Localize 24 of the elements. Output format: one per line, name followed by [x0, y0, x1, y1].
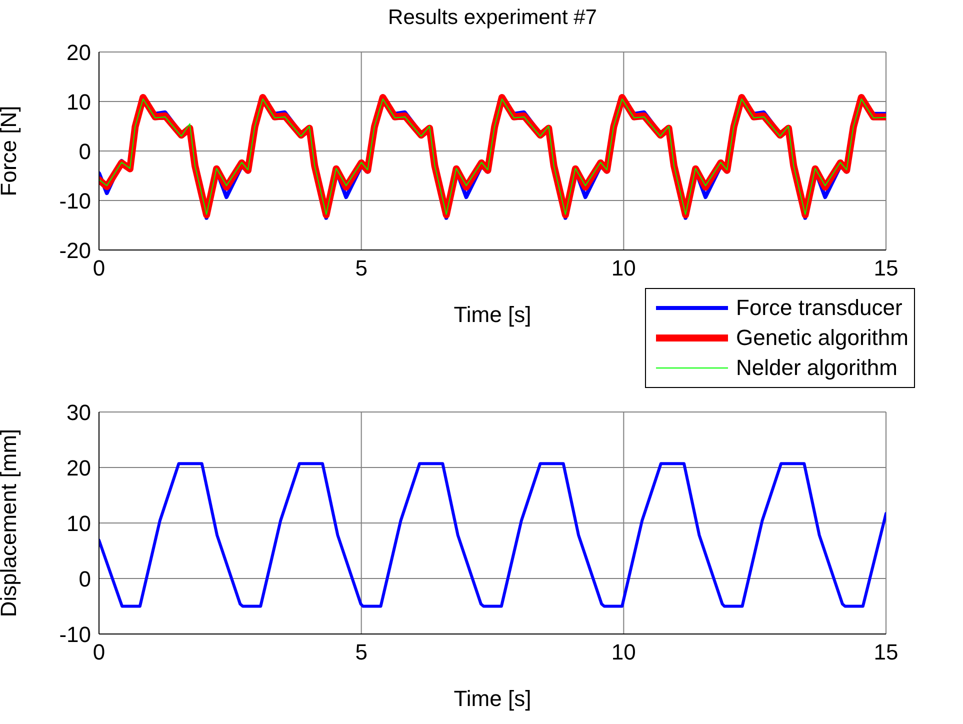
y-tick-label: 10 — [66, 89, 91, 114]
x-axis-title: Time [s] — [454, 302, 532, 327]
y-tick-label: -10 — [59, 622, 91, 647]
y-axis-title: Force [N] — [0, 106, 21, 196]
x-tick-label: 10 — [611, 640, 636, 665]
y-axis-title: Displacement [mm] — [0, 428, 21, 618]
legend-label: Force transducer — [736, 295, 902, 321]
y-tick-label: -10 — [59, 188, 91, 214]
y-tick-label: 10 — [66, 510, 91, 536]
x-tick-label: 10 — [611, 256, 636, 281]
x-tick-label: 5 — [355, 256, 368, 281]
y-tick-label: 20 — [66, 40, 91, 65]
chart-title: Results experiment #7 — [387, 6, 598, 30]
y-tick-label: 0 — [78, 138, 91, 164]
y-tick-label: -20 — [59, 238, 91, 263]
legend-label: Genetic algorithm — [736, 325, 908, 351]
x-tick-label: 15 — [874, 640, 898, 665]
x-axis-title: Time [s] — [454, 686, 532, 711]
x-tick-label: 5 — [355, 640, 368, 665]
legend-label: Nelder algorithm — [736, 355, 898, 381]
y-tick-label: 20 — [66, 455, 91, 480]
y-tick-label: 30 — [66, 400, 91, 425]
x-tick-label: 15 — [874, 256, 898, 281]
y-tick-label: 0 — [78, 566, 91, 592]
